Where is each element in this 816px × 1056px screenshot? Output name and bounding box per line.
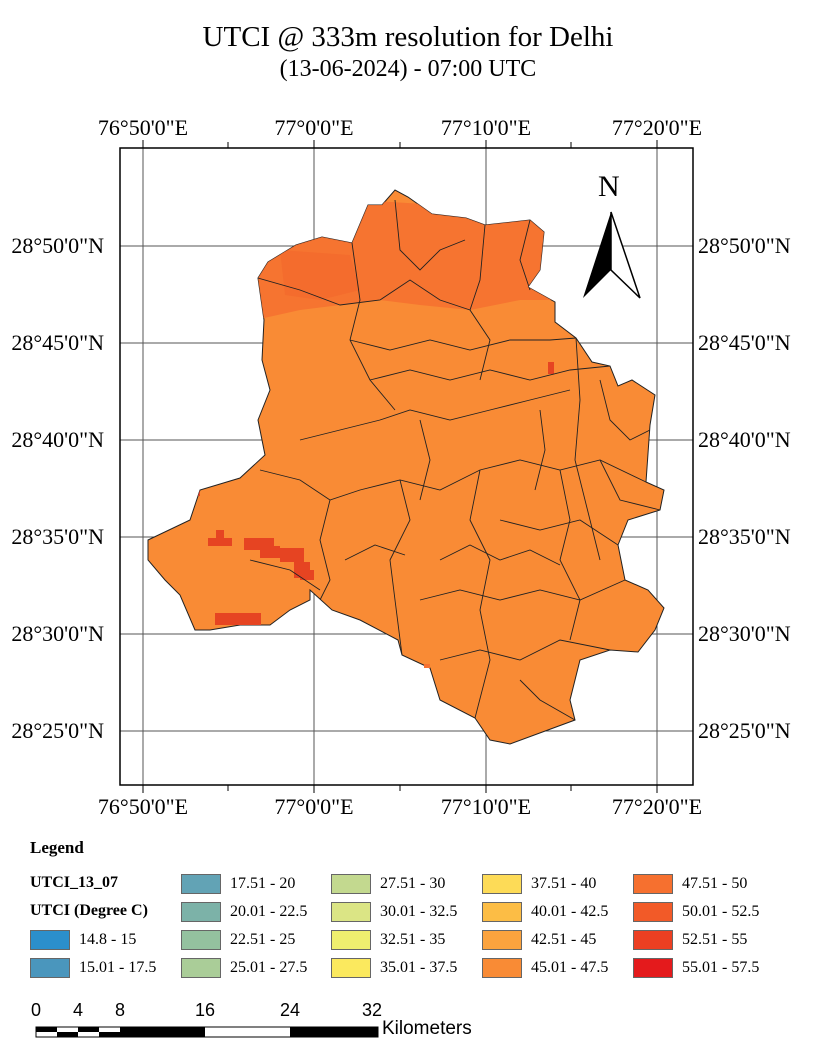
lat-label-right: 28°40'0"N (698, 427, 791, 452)
legend-swatch (331, 930, 371, 950)
legend-swatch (30, 930, 70, 950)
lat-label-right: 28°25'0"N (698, 718, 791, 743)
scale-tick-label: 32 (361, 1000, 383, 1020)
lat-label-left: 28°30'0"N (11, 621, 104, 646)
lat-label-left: 28°40'0"N (11, 427, 104, 452)
legend-swatch (482, 930, 522, 950)
scale-tick-label: 16 (194, 1000, 216, 1020)
legend-label: 50.01 - 52.5 (682, 903, 760, 920)
lon-label-bottom: 77°20'0"E (611, 794, 703, 819)
legend-swatch (482, 874, 522, 894)
legend-label: 17.51 - 20 (230, 875, 296, 892)
legend-label: 15.01 - 17.5 (79, 959, 157, 976)
lat-label-left: 28°45'0"N (11, 330, 104, 355)
scale-bar (35, 1026, 379, 1038)
lat-label-right: 28°45'0"N (698, 330, 791, 355)
legend-swatch (331, 958, 371, 978)
lat-label-right: 28°30'0"N (698, 621, 791, 646)
lon-label-top: 77°10'0"E (440, 115, 532, 140)
legend-swatch (30, 958, 70, 978)
lat-label-right: 28°35'0"N (698, 524, 791, 549)
legend-label: 35.01 - 37.5 (380, 959, 458, 976)
legend-label: 22.51 - 25 (230, 931, 296, 948)
legend-label: 42.51 - 45 (531, 931, 597, 948)
lon-label-top: 77°0'0"E (274, 115, 354, 140)
scale-tick-label: 8 (114, 1000, 126, 1020)
scale-unit-label: Kilometers (382, 1018, 472, 1039)
lon-label-top: 77°20'0"E (611, 115, 703, 140)
delhi-utci-raster (147, 189, 665, 745)
legend-swatch (633, 902, 673, 922)
legend-swatch (633, 874, 673, 894)
legend-label: 14.8 - 15 (79, 931, 137, 948)
map-title: UTCI @ 333m resolution for Delhi (202, 21, 614, 53)
legend-swatch (181, 930, 221, 950)
scale-tick-label: 4 (72, 1000, 84, 1020)
frame-ticks (142, 140, 658, 793)
legend-title: Legend (30, 838, 84, 857)
legend-label: 20.01 - 22.5 (230, 903, 308, 920)
lat-label-left: 28°50'0"N (11, 233, 104, 258)
scale-tick-label: 24 (279, 1000, 301, 1020)
scale-tick-label: 0 (30, 1000, 42, 1020)
legend-label: 30.01 - 32.5 (380, 903, 458, 920)
lon-label-bottom: 77°0'0"E (274, 794, 354, 819)
legend-field-name: UTCI (Degree C) (30, 902, 148, 919)
legend-swatch (181, 958, 221, 978)
lat-label-left: 28°25'0"N (11, 718, 104, 743)
legend-label: 52.51 - 55 (682, 931, 748, 948)
legend-swatch (482, 958, 522, 978)
map-subtitle: (13-06-2024) - 07:00 UTC (279, 56, 537, 82)
lat-label-right: 28°50'0"N (698, 233, 791, 258)
legend-label: 25.01 - 27.5 (230, 959, 308, 976)
legend-label: 55.01 - 57.5 (682, 959, 760, 976)
north-arrow-icon (583, 211, 641, 299)
lon-label-bottom: 76°50'0"E (97, 794, 189, 819)
lon-label-top: 76°50'0"E (97, 115, 189, 140)
lat-label-left: 28°35'0"N (11, 524, 104, 549)
legend-swatch (331, 874, 371, 894)
legend-swatch (181, 874, 221, 894)
legend-label: 32.51 - 35 (380, 931, 446, 948)
map-neatline (119, 147, 694, 786)
legend-label: 40.01 - 42.5 (531, 903, 609, 920)
legend-label: 45.01 - 47.5 (531, 959, 609, 976)
legend-swatch (482, 902, 522, 922)
legend-swatch (633, 930, 673, 950)
legend-label: 37.51 - 40 (531, 875, 597, 892)
legend-swatch (181, 902, 221, 922)
legend-swatch (331, 902, 371, 922)
legend-swatch (633, 958, 673, 978)
lon-label-bottom: 77°10'0"E (440, 794, 532, 819)
northwest-hot-patch (280, 250, 360, 300)
legend-label: 47.51 - 50 (682, 875, 748, 892)
north-label: N (598, 170, 620, 203)
legend-label: 27.51 - 30 (380, 875, 446, 892)
legend-layer-name: UTCI_13_07 (30, 874, 119, 891)
